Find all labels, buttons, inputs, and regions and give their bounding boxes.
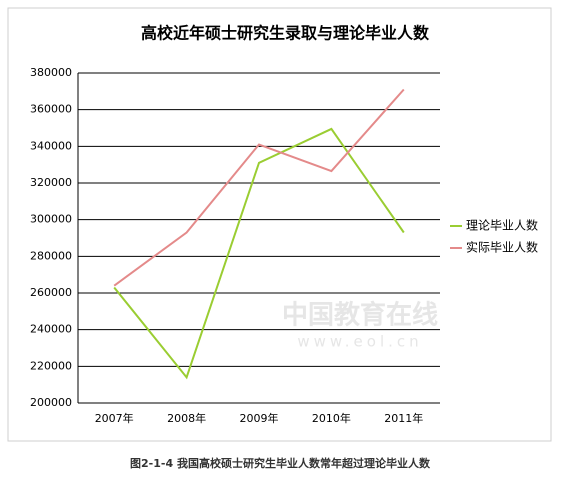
watermark-name: 中国教育在线	[282, 300, 438, 331]
chart-frame	[7, 7, 552, 442]
x-tick-label: 2007年	[95, 411, 134, 425]
y-tick-label: 340000	[30, 139, 72, 152]
watermark-url: www.eol.cn	[297, 333, 422, 351]
legend-label: 实际毕业人数	[466, 240, 538, 255]
series-line	[113, 88, 405, 287]
y-tick-label: 320000	[30, 176, 72, 189]
y-tick-label: 260000	[30, 286, 72, 299]
y-tick-label: 380000	[30, 66, 72, 79]
caption: 图2-1-4 我国高校硕士研究生毕业人数常年超过理论毕业人数	[130, 456, 431, 470]
y-tick-label: 220000	[30, 359, 72, 372]
y-tick-label: 200000	[30, 396, 72, 409]
x-tick-label: 2011年	[384, 411, 423, 425]
y-tick-label: 280000	[30, 249, 72, 262]
x-tick-label: 2008年	[167, 411, 206, 425]
series-line	[113, 127, 405, 380]
y-tick-label: 300000	[30, 213, 72, 226]
x-tick-label: 2009年	[240, 411, 279, 425]
legend-label: 理论毕业人数	[466, 218, 538, 233]
x-tick-label: 2010年	[312, 411, 351, 425]
y-tick-label: 240000	[30, 323, 72, 336]
y-tick-label: 360000	[30, 103, 72, 116]
chart-title: 高校近年硕士研究生录取与理论毕业人数	[141, 24, 430, 43]
